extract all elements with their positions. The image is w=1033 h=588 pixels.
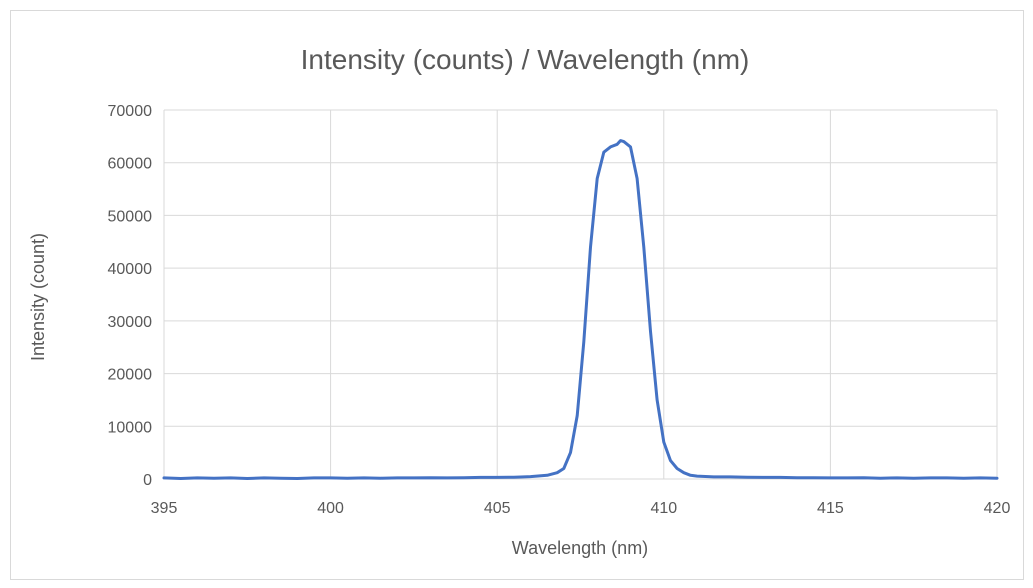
y-tick-label: 20000 — [108, 367, 153, 384]
x-tick-label: 405 — [484, 500, 511, 517]
x-tick-label: 415 — [817, 500, 844, 517]
y-tick-label: 40000 — [108, 261, 153, 278]
chart-title: Intensity (counts) / Wavelength (nm) — [301, 44, 750, 75]
series-layer — [164, 141, 997, 479]
y-tick-label: 10000 — [108, 419, 153, 436]
y-tick-label: 50000 — [108, 208, 153, 225]
y-tick-label: 0 — [143, 472, 152, 489]
x-tick-label: 395 — [151, 500, 178, 517]
x-tick-label: 400 — [317, 500, 344, 517]
y-axis-label: Intensity (count) — [28, 233, 48, 361]
y-tick-label: 30000 — [108, 314, 153, 331]
y-axis-ticks: 0 10000 20000 30000 40000 50000 60000 70000 — [108, 103, 153, 489]
x-axis-label: Wavelength (nm) — [512, 538, 648, 558]
x-axis-ticks: 395 400 405 410 415 420 — [151, 500, 1011, 517]
series-line-0 — [164, 141, 997, 479]
y-tick-label: 70000 — [108, 103, 153, 120]
x-tick-label: 420 — [984, 500, 1011, 517]
x-tick-label: 410 — [650, 500, 677, 517]
grid-lines — [164, 110, 997, 479]
y-tick-label: 60000 — [108, 156, 153, 173]
